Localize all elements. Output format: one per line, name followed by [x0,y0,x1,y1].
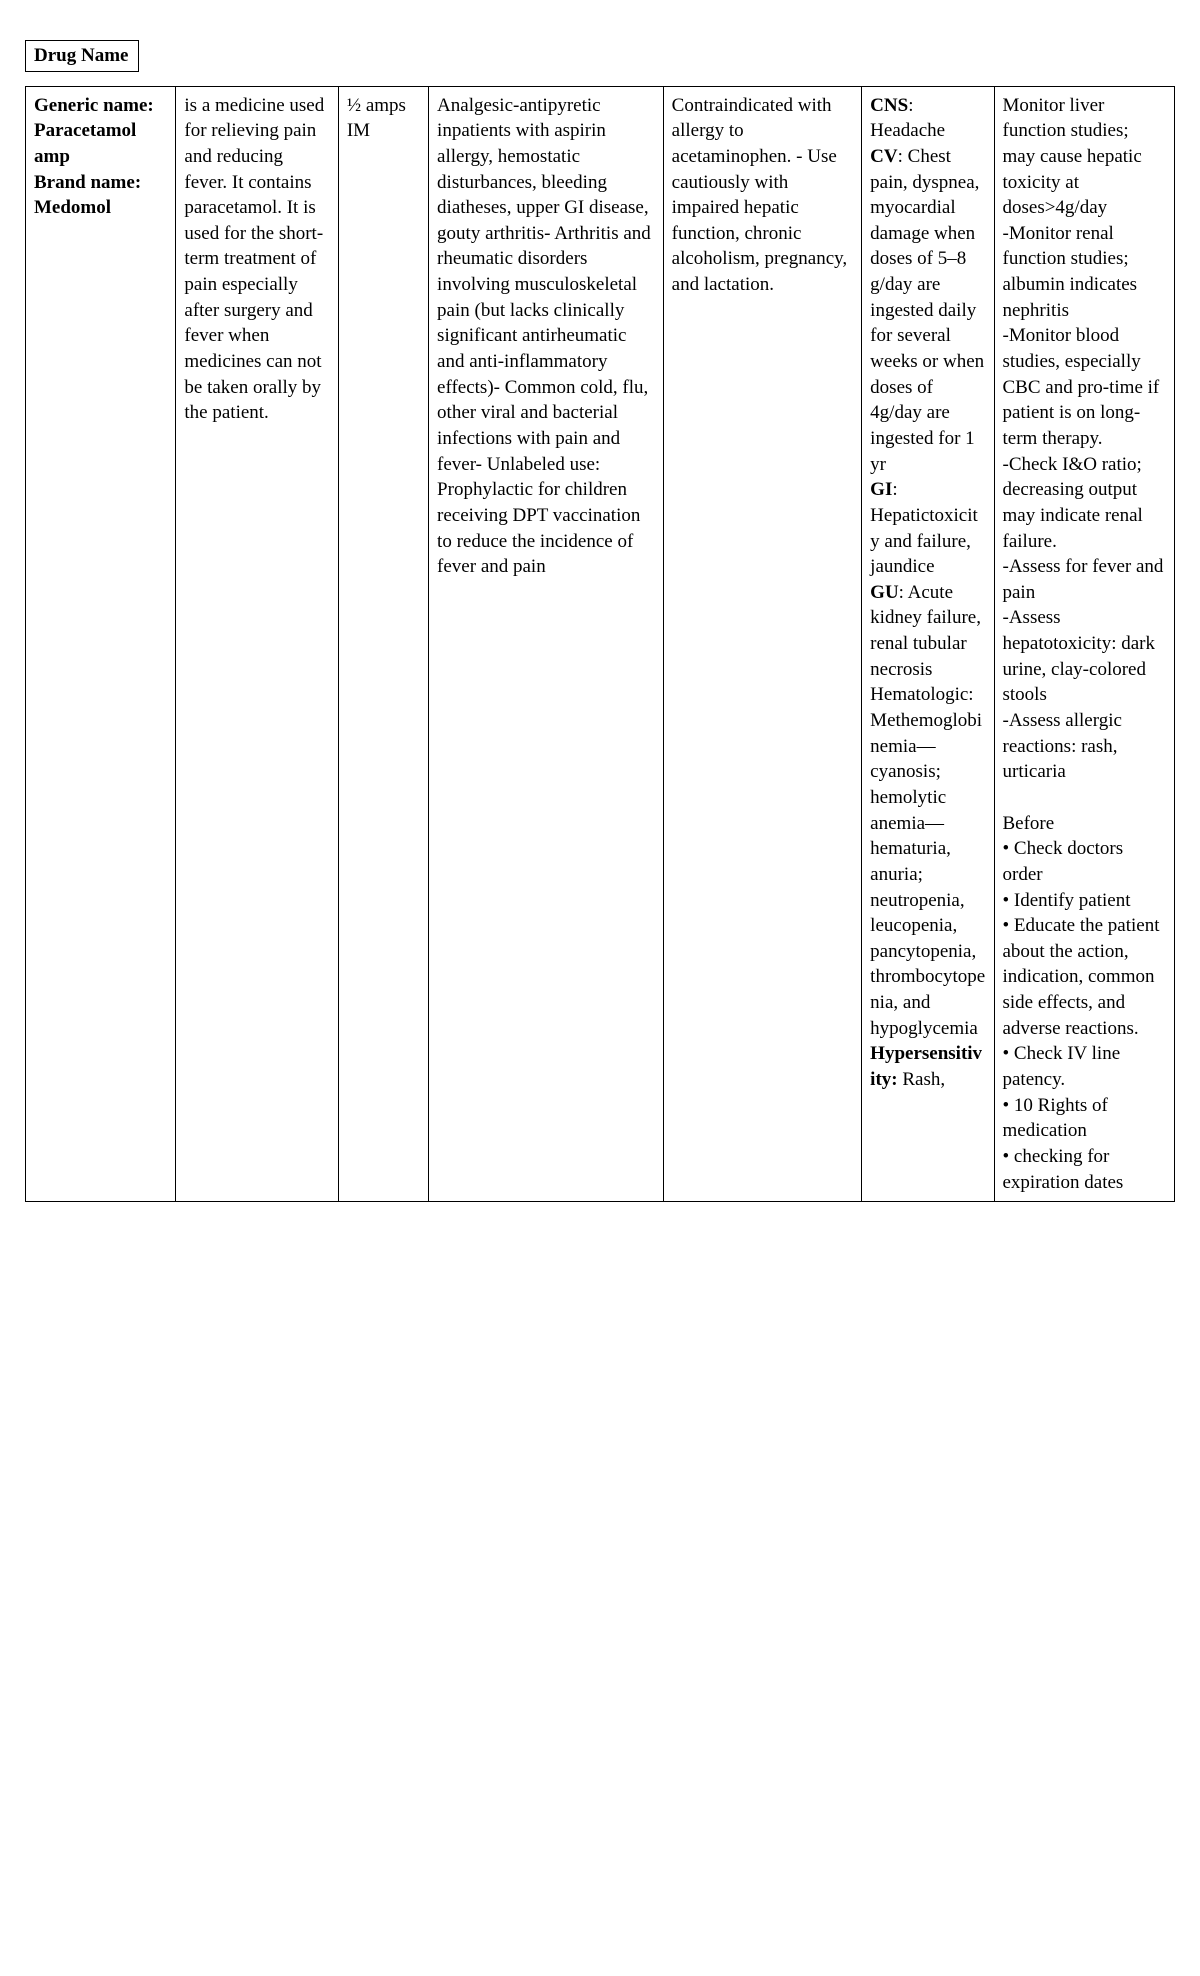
nursing-monitor: Monitor liver function studies; may caus… [1003,95,1164,783]
brand-value: Medomol [34,197,111,218]
cell-contraindications: Contraindicated with allergy to acetamin… [663,86,862,1202]
se-gu-text: : Acute kidney failure, renal tubular ne… [870,582,985,1039]
contraindications-text: Contraindicated with allergy to acetamin… [672,95,848,295]
brand-label: Brand name: [34,172,141,193]
header-title: Drug Name [34,45,128,66]
description-text: is a medicine used for relieving pain an… [184,95,324,424]
indications-text: Analgesic-antipyretic inpatients with as… [437,95,651,578]
cell-side-effects: CNS: Headache CV: Chest pain, dyspnea, m… [862,86,994,1202]
se-cv-text: : Chest pain, dyspnea, myocardial damage… [870,146,984,475]
se-cns-label: CNS [870,95,908,116]
nursing-before-label: Before [1003,813,1055,834]
se-gu-label: GU [870,582,899,603]
generic-label: Generic name: [34,95,154,116]
cell-description: is a medicine used for relieving pain an… [176,86,338,1202]
generic-value: Paracetamol amp [34,120,136,167]
nursing-before-items: • Check doctors order • Identify patient… [1003,838,1160,1192]
cell-indications: Analgesic-antipyretic inpatients with as… [429,86,664,1202]
se-cv-label: CV [870,146,897,167]
drug-table: Generic name: Paracetamol amp Brand name… [25,86,1175,1203]
cell-nursing: Monitor liver function studies; may caus… [994,86,1175,1202]
dose-text: ½ amps IM [347,95,406,142]
cell-name: Generic name: Paracetamol amp Brand name… [26,86,176,1202]
se-hyp-text: Rash, [898,1069,946,1090]
drug-name-header: Drug Name [25,40,139,72]
se-gi-label: GI [870,479,892,500]
drug-row: Generic name: Paracetamol amp Brand name… [26,86,1175,1202]
cell-dose: ½ amps IM [338,86,428,1202]
